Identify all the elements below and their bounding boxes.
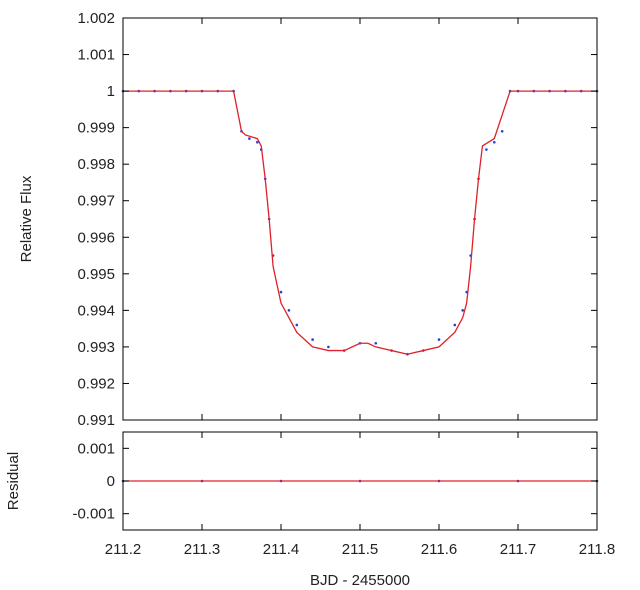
x-tick-label: 211.3 [184, 541, 220, 558]
x-tick-label: 211.4 [263, 541, 299, 558]
x-tick-label: 211.6 [421, 541, 457, 558]
main-data-point [279, 290, 283, 294]
residual-y-tick-label: 0 [107, 473, 115, 490]
main-y-tick-label: 0.998 [77, 156, 115, 173]
main-data-point [287, 309, 291, 312]
residual-y-tick-label: 0.001 [77, 440, 115, 457]
x-tick-label: 211.7 [500, 541, 536, 558]
main-x-tickmarks [122, 18, 598, 420]
main-data-point [493, 140, 496, 144]
residual-y-tick-label: -0.001 [72, 506, 115, 523]
main-y-tick-label: 0.993 [77, 339, 115, 356]
main-model-line [123, 90, 597, 355]
main-y-axis: 0.991 0.992 0.993 0.994 0.995 0.996 0.997 0.998… [77, 10, 597, 429]
main-y-tick-label: 0.994 [77, 302, 115, 319]
main-y-tick-label: 0.997 [77, 193, 115, 210]
residual-panel: 211.2 211.3 211.4 211.5 211.6 211.7 211.8 -0.0… [5, 431, 615, 589]
main-data-point [461, 309, 465, 312]
main-data-point [295, 323, 299, 327]
main-y-tick-label: 1.001 [77, 47, 115, 64]
main-y-tick-label: 0.999 [77, 120, 115, 137]
main-y-tick-label: 0.991 [77, 412, 115, 429]
residual-x-axis: 211.2 211.3 211.4 211.5 211.6 211.7 211.8 [105, 432, 615, 558]
main-data-point [374, 341, 378, 345]
main-data-point [327, 345, 330, 349]
main-data-point [248, 137, 251, 140]
main-y-tick-label: 0.996 [77, 229, 115, 246]
residual-y-axis: -0.001 0 0.001 [72, 440, 597, 523]
main-panel: 0.991 0.992 0.993 0.994 0.995 0.996 0.997 0.998… [18, 10, 599, 429]
main-data-point [255, 140, 259, 144]
x-tick-label: 211.5 [342, 541, 378, 558]
main-plot-area [121, 89, 599, 356]
main-y-tick-label: 1.002 [77, 10, 115, 27]
residual-y-axis-title: Residual [5, 452, 22, 510]
main-data-point [500, 129, 504, 133]
main-y-tick-label: 0.995 [77, 266, 115, 283]
x-tick-label: 211.2 [105, 541, 141, 558]
main-data-point [437, 338, 441, 341]
main-data-point [453, 323, 457, 327]
x-axis-title: BJD - 2455000 [310, 572, 410, 589]
main-data-point [311, 338, 314, 341]
residual-plot-area [121, 479, 599, 483]
main-panel-frame [122, 17, 598, 421]
main-data-point [485, 148, 488, 151]
main-y-tick-label: 0.992 [77, 375, 115, 392]
main-y-tick-label: 1 [107, 83, 115, 100]
x-tick-label: 211.8 [579, 541, 615, 558]
main-y-axis-title: Relative Flux [18, 175, 35, 262]
